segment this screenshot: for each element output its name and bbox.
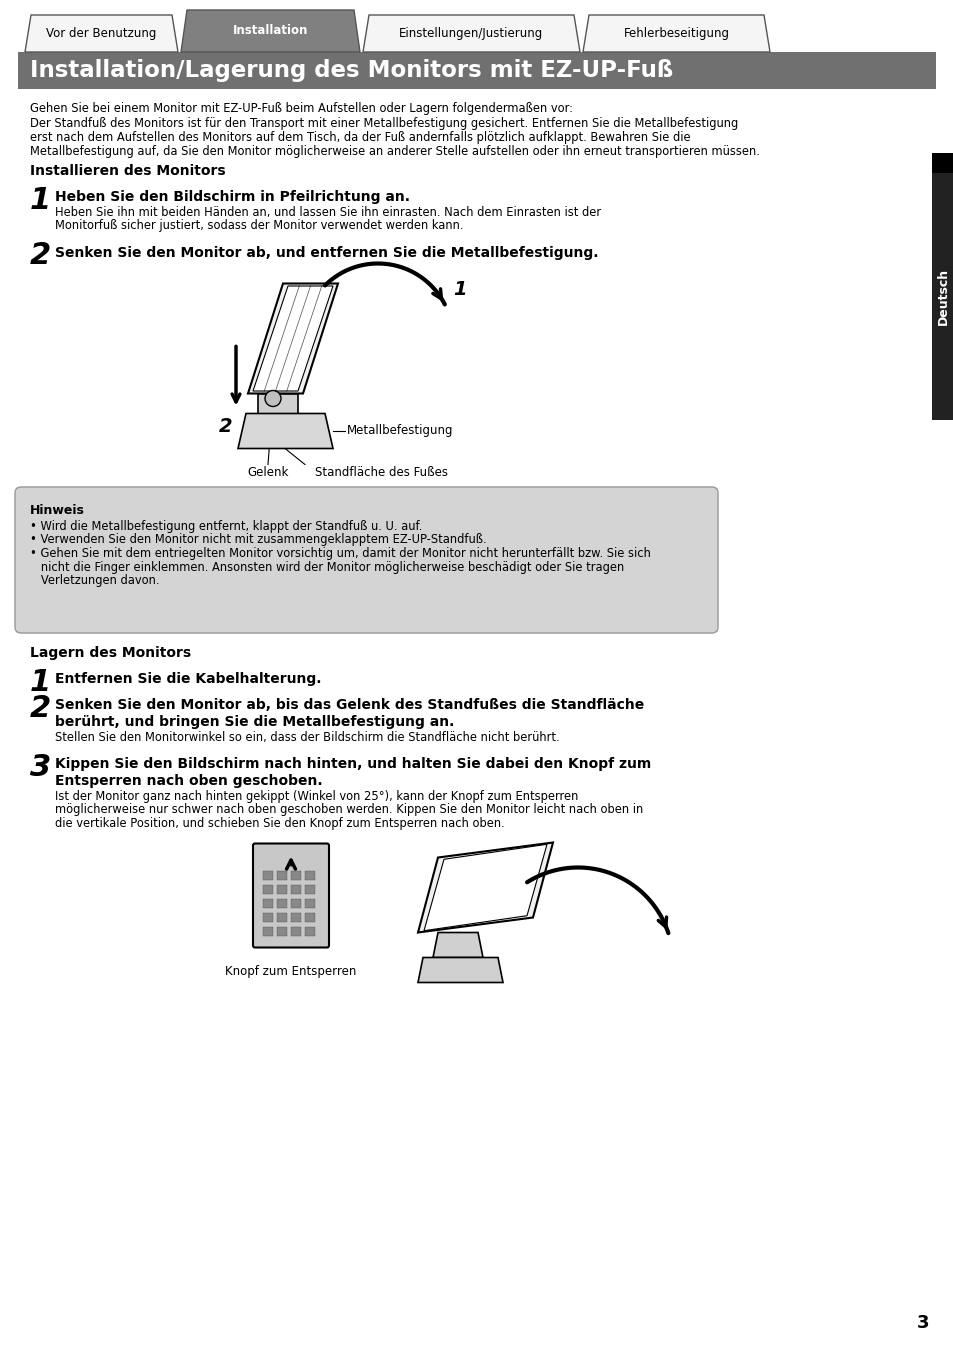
Text: Fehlerbeseitigung: Fehlerbeseitigung	[623, 27, 729, 40]
Bar	[276, 899, 287, 909]
Bar	[291, 926, 300, 937]
Text: Senken Sie den Monitor ab, bis das Gelenk des Standfußes die Standfläche: Senken Sie den Monitor ab, bis das Gelen…	[55, 698, 643, 711]
Polygon shape	[363, 15, 579, 53]
Text: Lagern des Monitors: Lagern des Monitors	[30, 647, 191, 660]
Polygon shape	[237, 413, 333, 448]
Text: 2: 2	[218, 417, 232, 436]
Bar	[291, 871, 300, 880]
Text: Standfläche des Fußes: Standfläche des Fußes	[314, 467, 448, 479]
Bar	[931, 173, 953, 420]
Text: 1: 1	[453, 281, 466, 300]
Text: die vertikale Position, und schieben Sie den Knopf zum Entsperren nach oben.: die vertikale Position, und schieben Sie…	[55, 817, 504, 830]
Bar	[305, 926, 314, 937]
Bar	[931, 153, 953, 173]
Text: Gehen Sie bei einem Monitor mit EZ-UP-Fuß beim Aufstellen oder Lagern folgenderm: Gehen Sie bei einem Monitor mit EZ-UP-Fu…	[30, 103, 573, 115]
Text: Vor der Benutzung: Vor der Benutzung	[47, 27, 156, 40]
Text: Der Standfuß des Monitors ist für den Transport mit einer Metallbefestigung gesi: Der Standfuß des Monitors ist für den Tr…	[30, 117, 738, 131]
Bar	[263, 926, 273, 937]
Text: • Verwenden Sie den Monitor nicht mit zusammengeklapptem EZ-UP-Standfuß.: • Verwenden Sie den Monitor nicht mit zu…	[30, 533, 486, 547]
Text: • Wird die Metallbefestigung entfernt, klappt der Standfuß u. U. auf.: • Wird die Metallbefestigung entfernt, k…	[30, 520, 422, 533]
Text: Heben Sie ihn mit beiden Händen an, und lassen Sie ihn einrasten. Nach dem Einra: Heben Sie ihn mit beiden Händen an, und …	[55, 207, 600, 219]
Polygon shape	[423, 844, 546, 930]
Text: 3: 3	[916, 1314, 928, 1332]
Polygon shape	[433, 933, 482, 957]
Text: Installieren des Monitors: Installieren des Monitors	[30, 163, 226, 178]
Bar	[276, 871, 287, 880]
Text: 2: 2	[30, 694, 51, 724]
Polygon shape	[253, 286, 333, 392]
Bar	[291, 899, 300, 909]
Bar	[263, 899, 273, 909]
Bar	[276, 926, 287, 937]
Text: Monitorfuß sicher justiert, sodass der Monitor verwendet werden kann.: Monitorfuß sicher justiert, sodass der M…	[55, 220, 463, 232]
Text: Einstellungen/Justierung: Einstellungen/Justierung	[399, 27, 543, 40]
FancyBboxPatch shape	[15, 487, 718, 633]
Text: 1: 1	[30, 668, 51, 697]
Bar	[263, 871, 273, 880]
FancyBboxPatch shape	[253, 844, 329, 948]
Bar	[276, 913, 287, 922]
Bar	[291, 913, 300, 922]
Text: 3: 3	[30, 753, 51, 782]
Text: Deutsch: Deutsch	[936, 267, 948, 325]
Text: Installation/Lagerung des Monitors mit EZ-UP-Fuß: Installation/Lagerung des Monitors mit E…	[30, 59, 673, 82]
Text: Ist der Monitor ganz nach hinten gekippt (Winkel von 25°), kann der Knopf zum En: Ist der Monitor ganz nach hinten gekippt…	[55, 790, 578, 803]
Text: Entfernen Sie die Kabelhalterung.: Entfernen Sie die Kabelhalterung.	[55, 672, 321, 686]
Text: Heben Sie den Bildschirm in Pfeilrichtung an.: Heben Sie den Bildschirm in Pfeilrichtun…	[55, 190, 410, 204]
Bar	[291, 884, 300, 894]
Polygon shape	[181, 9, 359, 53]
Text: Gelenk: Gelenk	[247, 467, 289, 479]
Bar	[305, 899, 314, 909]
Polygon shape	[257, 393, 297, 413]
Polygon shape	[417, 957, 502, 983]
Polygon shape	[417, 842, 553, 933]
Bar	[276, 884, 287, 894]
Text: Entsperren nach oben geschoben.: Entsperren nach oben geschoben.	[55, 774, 322, 788]
Text: Installation: Installation	[233, 24, 308, 38]
Text: Metallbefestigung: Metallbefestigung	[347, 424, 453, 437]
Polygon shape	[25, 15, 178, 53]
Bar	[305, 913, 314, 922]
Text: Stellen Sie den Monitorwinkel so ein, dass der Bildschirm die Standfläche nicht : Stellen Sie den Monitorwinkel so ein, da…	[55, 730, 559, 744]
Text: Hinweis: Hinweis	[30, 504, 85, 517]
Bar	[305, 871, 314, 880]
Polygon shape	[248, 284, 337, 393]
Text: erst nach dem Aufstellen des Monitors auf dem Tisch, da der Fuß andernfalls plöt: erst nach dem Aufstellen des Monitors au…	[30, 131, 690, 144]
Bar	[263, 884, 273, 894]
Text: nicht die Finger einklemmen. Ansonsten wird der Monitor möglicherweise beschädig: nicht die Finger einklemmen. Ansonsten w…	[30, 560, 623, 574]
Text: 2: 2	[30, 242, 51, 270]
Circle shape	[265, 390, 281, 406]
Polygon shape	[582, 15, 769, 53]
Text: • Gehen Sie mit dem entriegelten Monitor vorsichtig um, damit der Monitor nicht : • Gehen Sie mit dem entriegelten Monitor…	[30, 547, 650, 560]
Text: Kippen Sie den Bildschirm nach hinten, und halten Sie dabei den Knopf zum: Kippen Sie den Bildschirm nach hinten, u…	[55, 757, 651, 771]
Bar	[263, 913, 273, 922]
Text: Metallbefestigung auf, da Sie den Monitor möglicherweise an anderer Stelle aufst: Metallbefestigung auf, da Sie den Monito…	[30, 144, 760, 158]
Text: berührt, und bringen Sie die Metallbefestigung an.: berührt, und bringen Sie die Metallbefes…	[55, 716, 454, 729]
Bar	[305, 884, 314, 894]
Text: Knopf zum Entsperren: Knopf zum Entsperren	[225, 965, 356, 979]
Text: Senken Sie den Monitor ab, und entfernen Sie die Metallbefestigung.: Senken Sie den Monitor ab, und entfernen…	[55, 246, 598, 259]
Text: 1: 1	[30, 186, 51, 215]
Bar	[18, 53, 935, 89]
Text: möglicherweise nur schwer nach oben geschoben werden. Kippen Sie den Monitor lei: möglicherweise nur schwer nach oben gesc…	[55, 803, 642, 817]
Text: Verletzungen davon.: Verletzungen davon.	[30, 574, 159, 587]
